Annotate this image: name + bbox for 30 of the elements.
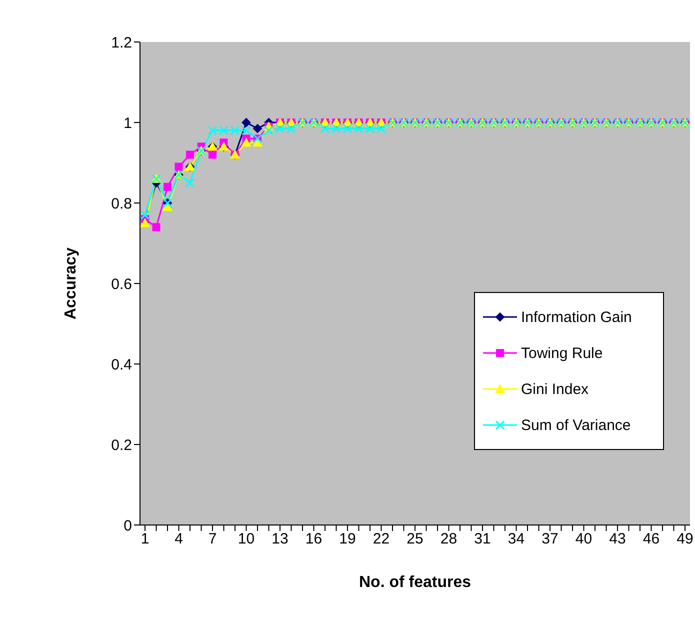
x-tick-label: 13 bbox=[272, 530, 288, 548]
y-tick-label: 0.8 bbox=[111, 195, 132, 212]
x-tick-label: 25 bbox=[406, 530, 424, 548]
x-tick-label: 22 bbox=[372, 530, 390, 548]
legend-label: Gini Index bbox=[521, 380, 589, 398]
x-tick-label: 34 bbox=[508, 530, 525, 548]
y-tick-label: 0.4 bbox=[111, 356, 132, 374]
x-tick-label: 4 bbox=[174, 530, 183, 548]
x-tick-label: 10 bbox=[238, 530, 255, 548]
x-tick-label: 37 bbox=[542, 530, 558, 548]
x-tick-label: 28 bbox=[440, 530, 458, 548]
y-tick-label: 1.2 bbox=[111, 34, 132, 52]
x-tick-label: 1 bbox=[140, 530, 150, 548]
x-tick-label: 19 bbox=[339, 530, 356, 548]
x-tick-label: 46 bbox=[642, 530, 660, 548]
y-tick-label: 1 bbox=[124, 114, 132, 132]
x-tick-label: 31 bbox=[474, 530, 491, 548]
y-axis-title: Accuracy bbox=[62, 247, 80, 320]
y-tick-label: 0.2 bbox=[111, 436, 132, 454]
legend-label: Sum of Variance bbox=[521, 416, 631, 434]
legend-label: Information Gain bbox=[521, 308, 632, 326]
x-tick-label: 43 bbox=[609, 530, 626, 548]
y-tick-label: 0 bbox=[124, 517, 132, 534]
x-tick-label: 49 bbox=[676, 530, 694, 548]
legend-label: Towing Rule bbox=[521, 344, 603, 362]
x-tick-label: 40 bbox=[575, 530, 592, 548]
x-tick-label: 7 bbox=[208, 530, 217, 548]
x-axis-title: No. of features bbox=[358, 574, 472, 591]
x-tick-label: 16 bbox=[305, 530, 322, 548]
y-tick-label: 0.6 bbox=[111, 276, 132, 293]
